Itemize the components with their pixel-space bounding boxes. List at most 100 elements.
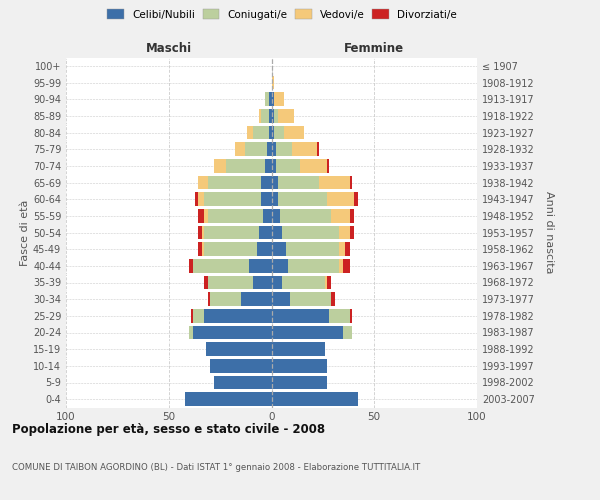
Bar: [271, 176, 350, 190]
Bar: [271, 359, 327, 372]
Bar: [271, 359, 327, 372]
Bar: [271, 376, 327, 390]
Bar: [271, 276, 331, 289]
Bar: [265, 159, 271, 172]
Bar: [206, 342, 271, 356]
Bar: [271, 159, 275, 172]
Bar: [271, 92, 274, 106]
Bar: [263, 209, 271, 222]
Bar: [203, 276, 271, 289]
Bar: [259, 109, 271, 122]
Bar: [210, 359, 271, 372]
Bar: [271, 142, 292, 156]
Bar: [245, 142, 271, 156]
Bar: [265, 92, 271, 106]
Bar: [271, 326, 343, 340]
Bar: [271, 126, 284, 140]
Bar: [214, 376, 271, 390]
Bar: [210, 359, 271, 372]
Bar: [261, 109, 271, 122]
Bar: [253, 126, 271, 140]
Bar: [271, 392, 358, 406]
Bar: [214, 376, 271, 390]
Bar: [208, 292, 271, 306]
Bar: [203, 209, 271, 222]
Bar: [193, 259, 271, 272]
Bar: [208, 209, 271, 222]
Bar: [202, 226, 271, 239]
Bar: [241, 292, 271, 306]
Bar: [271, 259, 288, 272]
Bar: [271, 176, 319, 190]
Bar: [214, 376, 271, 390]
Bar: [193, 326, 271, 340]
Bar: [271, 292, 331, 306]
Bar: [271, 242, 346, 256]
Bar: [271, 259, 350, 272]
Bar: [206, 342, 271, 356]
Bar: [271, 192, 354, 206]
Bar: [203, 226, 271, 239]
Bar: [271, 276, 282, 289]
Bar: [261, 176, 271, 190]
Bar: [185, 392, 271, 406]
Legend: Celibi/Nubili, Coniugati/e, Vedovi/e, Divorziati/e: Celibi/Nubili, Coniugati/e, Vedovi/e, Di…: [103, 5, 461, 24]
Bar: [271, 192, 278, 206]
Bar: [271, 259, 343, 272]
Bar: [271, 209, 280, 222]
Bar: [271, 309, 329, 322]
Bar: [271, 109, 294, 122]
Bar: [247, 126, 271, 140]
Bar: [271, 142, 319, 156]
Bar: [271, 242, 350, 256]
Bar: [214, 376, 271, 390]
Bar: [271, 376, 327, 390]
Bar: [185, 392, 271, 406]
Bar: [269, 109, 271, 122]
Bar: [197, 242, 271, 256]
Bar: [208, 176, 271, 190]
Bar: [235, 142, 271, 156]
Bar: [271, 392, 358, 406]
Bar: [269, 92, 271, 106]
Bar: [190, 326, 271, 340]
Bar: [208, 276, 271, 289]
Bar: [271, 342, 325, 356]
Bar: [259, 109, 271, 122]
Bar: [214, 159, 271, 172]
Bar: [193, 309, 271, 322]
Bar: [193, 309, 271, 322]
Bar: [185, 392, 271, 406]
Bar: [271, 259, 340, 272]
Bar: [210, 292, 271, 306]
Bar: [271, 176, 352, 190]
Bar: [271, 126, 304, 140]
Y-axis label: Fasce di età: Fasce di età: [20, 200, 30, 266]
Bar: [197, 226, 271, 239]
Bar: [247, 126, 271, 140]
Bar: [271, 209, 354, 222]
Bar: [190, 259, 271, 272]
Bar: [271, 92, 284, 106]
Bar: [197, 176, 271, 190]
Bar: [235, 142, 271, 156]
Bar: [271, 376, 327, 390]
Bar: [271, 192, 358, 206]
Bar: [271, 192, 327, 206]
Bar: [271, 326, 352, 340]
Bar: [271, 109, 274, 122]
Bar: [268, 142, 271, 156]
Bar: [271, 359, 327, 372]
Bar: [190, 326, 271, 340]
Bar: [265, 92, 271, 106]
Bar: [253, 276, 271, 289]
Text: Maschi: Maschi: [146, 42, 192, 55]
Bar: [257, 242, 271, 256]
Bar: [271, 392, 358, 406]
Bar: [226, 159, 271, 172]
Bar: [271, 92, 284, 106]
Bar: [271, 226, 354, 239]
Text: Femmine: Femmine: [344, 42, 404, 55]
Bar: [191, 309, 271, 322]
Bar: [271, 376, 327, 390]
